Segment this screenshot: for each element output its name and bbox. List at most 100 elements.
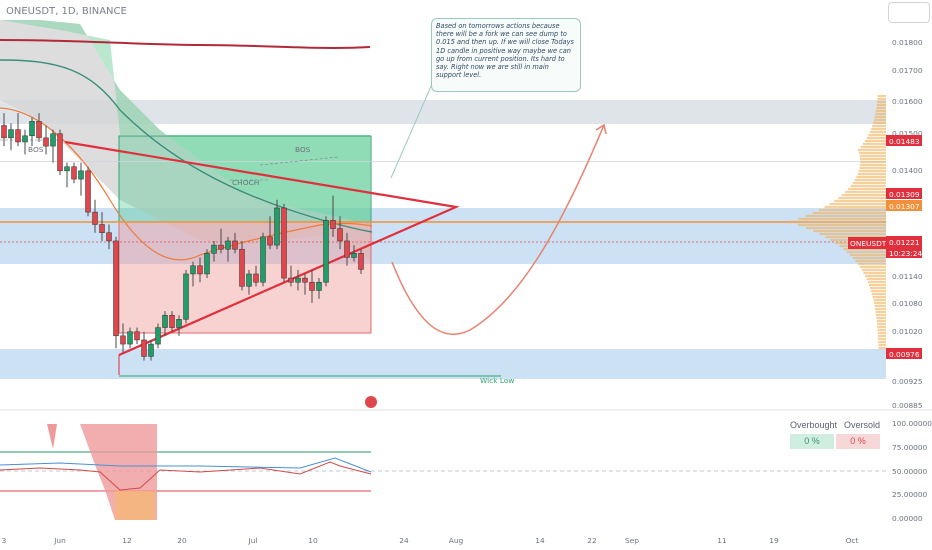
price-tag-current: 0.01221	[889, 238, 920, 247]
candle-body	[316, 281, 322, 291]
low-zone	[0, 349, 886, 379]
overbought-label: Overbought	[790, 420, 838, 430]
price-axis-tick: 0.01800	[892, 38, 923, 47]
long-ma-line	[0, 39, 371, 49]
candle-body	[8, 129, 14, 139]
candle-body	[197, 265, 203, 275]
candle-body	[295, 277, 301, 283]
price-axis-tick: 0.01500	[892, 129, 923, 138]
oversold-value: 0 %	[836, 434, 880, 449]
profit-box	[118, 135, 372, 223]
symbol-tag-bg	[848, 237, 886, 249]
candle-body	[148, 343, 154, 357]
bos-label-left: BOS	[28, 145, 44, 154]
candle-body	[288, 277, 294, 283]
price-axis-tick: 0.01140	[892, 272, 923, 281]
price-axis-tick: 0.00925	[892, 377, 923, 386]
candle-body	[78, 170, 84, 180]
candle-body	[43, 137, 49, 147]
price-tag-level-3: 0.01307	[889, 202, 920, 211]
candle-body	[302, 277, 308, 283]
candle-body	[323, 220, 329, 283]
candle-body	[330, 220, 336, 229]
choch-label: CHOCH	[232, 178, 259, 187]
time-axis-tick: 14	[535, 536, 545, 545]
candle-body	[85, 170, 91, 213]
price-axis-tick: 0.01020	[892, 327, 923, 336]
candle-body	[225, 240, 231, 250]
candle-body	[162, 314, 168, 328]
osc-line	[0, 461, 372, 491]
candle-body	[1, 125, 7, 139]
candle-body	[36, 121, 42, 139]
cloud-gray	[0, 20, 370, 260]
osc-os-fill	[115, 491, 155, 520]
candle-body	[71, 166, 77, 180]
candle-body	[22, 135, 28, 143]
price-axis-tick: 0.00885	[892, 401, 923, 410]
triangle-pattern	[64, 140, 460, 357]
candle-body	[92, 211, 98, 225]
candle-body	[29, 121, 35, 137]
overbought-value: 0 %	[790, 434, 834, 449]
osc-signal-line	[0, 457, 372, 473]
candle-body	[337, 228, 343, 242]
projection-path	[391, 124, 605, 335]
osc-axis-tick: 0.00000	[892, 514, 923, 523]
candle-body	[204, 253, 210, 275]
time-axis-tick: Jul	[248, 536, 258, 545]
candle-body	[211, 244, 217, 254]
candle-body	[246, 273, 252, 287]
price-tag-level-4: 0.00976	[889, 350, 920, 359]
price-tag-level-2: 0.01309	[889, 190, 920, 199]
time-axis-tick: Sep	[625, 536, 639, 545]
candle-body	[190, 265, 196, 275]
price-axis-tick: 0.01600	[892, 97, 923, 106]
candle-body	[134, 331, 140, 341]
countdown-tag-bg	[886, 247, 922, 258]
candle-body	[15, 129, 21, 143]
candle-body	[113, 240, 119, 337]
time-axis-tick: 12	[122, 536, 131, 545]
toolbar-box[interactable]	[888, 2, 930, 23]
price-axis-tick: 0.01400	[892, 166, 923, 175]
note-pointer	[390, 83, 433, 179]
candle-body	[218, 244, 224, 250]
price-tag-level-1: 0.01483	[889, 137, 920, 146]
time-axis-tick: 3	[2, 536, 7, 545]
sweep-label: Wick Low	[480, 376, 514, 385]
candle-body	[309, 281, 315, 291]
logo-marker	[365, 396, 377, 408]
time-axis-tick: 10	[308, 536, 318, 545]
support-zone	[0, 208, 886, 264]
candle-body	[50, 133, 56, 147]
candle-body	[344, 240, 350, 258]
price-tag-level-3-bg	[886, 200, 922, 211]
time-axis-tick: 22	[587, 536, 596, 545]
candle-body	[155, 327, 161, 345]
time-axis-tick: Jun	[53, 536, 66, 545]
price-axis-tick: 0.01700	[892, 66, 923, 75]
candle-body	[120, 335, 126, 345]
countdown-tag: 10:23:24	[889, 249, 922, 258]
candle-body	[64, 166, 70, 172]
time-axis-tick: 20	[177, 536, 187, 545]
osc-ob-fill	[47, 424, 57, 449]
projection-arrowhead	[595, 123, 607, 135]
time-axis-tick: Aug	[449, 536, 464, 545]
candle-body	[169, 314, 175, 328]
chart-title: ONEUSDT, 1D, BINANCE	[6, 6, 127, 17]
candle-body	[232, 240, 238, 250]
oversold-label: Oversold	[843, 420, 880, 430]
candle-body	[141, 339, 147, 357]
time-axis-tick: 11	[717, 536, 727, 545]
price-axis-tick: 0.01080	[892, 299, 923, 308]
cloud-green	[0, 20, 370, 225]
price-tag-level-1-bg	[886, 135, 922, 146]
time-axis-tick: 19	[769, 536, 779, 545]
osc-axis-tick: 25.00000	[892, 490, 928, 499]
bos-label-top: BOS	[295, 145, 311, 154]
price-tag-current-bg	[886, 236, 922, 247]
symbol-tag: ONEUSDT	[850, 239, 887, 248]
time-axis-tick: 24	[399, 536, 409, 545]
